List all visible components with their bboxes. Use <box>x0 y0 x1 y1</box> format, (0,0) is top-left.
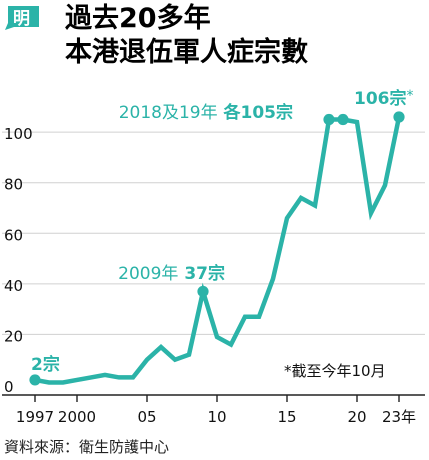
axis-layer: 0 20 40 60 80 100 1997 2000 05 10 15 20 23年 <box>2 125 425 426</box>
series-line <box>32 114 402 385</box>
x-tick-label: 20 <box>347 408 366 426</box>
annotation-label: 2018及19年 各105宗 <box>119 102 293 123</box>
y-tick-label: 80 <box>4 176 23 194</box>
source-note: 資料來源：衛生防護中心 <box>4 438 170 456</box>
annotation-text: 2宗 <box>31 354 60 375</box>
badge-label: 明 <box>13 9 30 29</box>
grid-layer <box>2 131 425 335</box>
label-layer: 2018及19年 各105宗 2009年 37宗 106宗* 2宗 *截至今年10月 <box>31 88 414 380</box>
x-tick-label: 10 <box>207 408 226 426</box>
annotation-text: * <box>407 88 414 104</box>
y-tick-label: 40 <box>4 277 23 295</box>
annotation-text: *截至今年10月 <box>284 362 386 380</box>
annotation-label: 106宗* <box>354 88 414 109</box>
data-point <box>197 285 209 298</box>
annotation-text: 各105宗 <box>218 102 293 123</box>
annotation-text: 2018及19年 <box>119 103 218 123</box>
y-tick-label: 0 <box>4 378 14 396</box>
data-point <box>323 113 335 126</box>
newspaper-badge-icon: 明 <box>5 6 39 30</box>
annotation-text: 106宗 <box>354 88 407 109</box>
annotation-label: 2009年 37宗 <box>118 263 225 284</box>
y-tick-label: 20 <box>4 327 23 345</box>
annotation-label: *截至今年10月 <box>284 362 386 380</box>
y-tick-label: 100 <box>4 125 33 143</box>
x-tick-label: 05 <box>137 408 156 426</box>
annotation-label: 2宗 <box>31 354 60 375</box>
x-tick-label: 2000 <box>58 408 96 426</box>
annotation-text: 2009年 <box>118 264 178 284</box>
x-tick-label: 23年 <box>382 408 416 426</box>
header: 明 過去20多年 本港退伍軍人症宗數 <box>0 0 429 72</box>
x-tick-label: 1997 <box>16 408 54 426</box>
data-point <box>337 113 349 126</box>
data-point <box>393 111 405 123</box>
points-layer <box>29 111 405 386</box>
annotation-text: 37宗 <box>178 263 225 284</box>
data-point <box>29 374 41 386</box>
page-title-line-1: 過去20多年 <box>65 3 211 34</box>
series-layer <box>32 114 402 385</box>
y-tick-label: 60 <box>4 226 23 244</box>
x-tick-label: 15 <box>277 408 296 426</box>
page-title-line-2: 本港退伍軍人症宗數 <box>65 37 308 68</box>
